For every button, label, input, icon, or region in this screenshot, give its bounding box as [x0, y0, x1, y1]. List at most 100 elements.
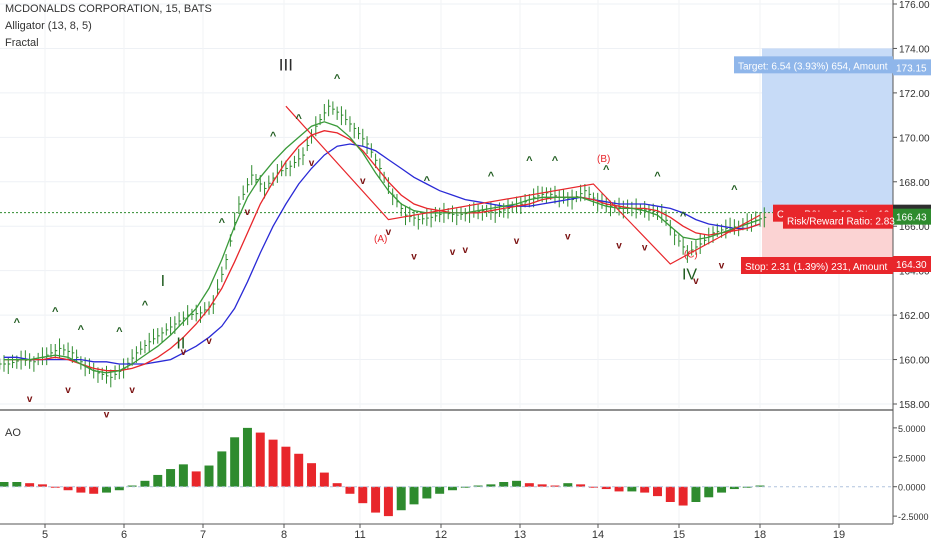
y-tick-label: 168.00: [899, 178, 930, 189]
ao-bar: [704, 486, 714, 498]
ao-bar: [319, 472, 329, 487]
wave-label: (B): [597, 154, 610, 165]
grid: [0, 0, 893, 524]
ao-bar: [25, 483, 35, 487]
fractal-down-marker: v: [129, 385, 135, 396]
x-tick-label: 7: [200, 529, 206, 541]
ao-histogram: [0, 427, 893, 517]
y-tick-label: 172.00: [899, 89, 930, 100]
ao-bar: [409, 486, 419, 505]
ao-bar: [588, 486, 598, 488]
fractal-up-marker: ^: [219, 217, 226, 229]
price-bars: [0, 99, 767, 388]
fractal-up-marker: ^: [731, 184, 738, 196]
ao-bar: [473, 485, 483, 487]
risk-reward-label-box: [783, 211, 893, 229]
fractal-up-marker: ^: [654, 171, 661, 183]
y-tick-label: 170.00: [899, 133, 930, 144]
fractal-up-marker: ^: [116, 326, 123, 338]
ao-bar: [12, 482, 22, 487]
fractal-down-marker: v: [27, 394, 33, 405]
x-tick-label: 14: [592, 529, 604, 541]
ao-bar: [742, 486, 752, 488]
target-price-tag: 173.15: [896, 63, 927, 74]
ao-bar: [63, 486, 73, 491]
fractal-up-marker: ^: [270, 131, 277, 143]
ao-bar: [665, 486, 675, 502]
fractal-down-marker: v: [386, 227, 392, 238]
ao-bar: [0, 482, 9, 487]
ao-bar: [371, 486, 381, 513]
fractal-up-marker: ^: [14, 317, 21, 329]
ao-bar: [332, 483, 342, 487]
ao-bar: [537, 484, 547, 487]
fractal-up-marker: ^: [552, 155, 559, 167]
ao-bar: [499, 482, 509, 487]
x-tick-label: 18: [754, 529, 766, 541]
fractal-down-marker: v: [181, 347, 187, 358]
ao-bar: [166, 469, 176, 487]
alligator-lines: [4, 121, 761, 374]
ao-bar: [447, 486, 457, 491]
y-tick-label: 162.00: [899, 311, 930, 322]
x-tick-label: 8: [281, 529, 287, 541]
ao-bar: [191, 471, 201, 487]
fractal-down-marker: v: [616, 240, 622, 251]
ao-bar: [653, 486, 662, 497]
lips-line: [4, 121, 761, 374]
fractal-down-marker: v: [463, 245, 469, 256]
ao-bar: [550, 485, 560, 487]
ao-bar: [422, 486, 432, 499]
ao-bar: [755, 485, 765, 487]
ao-bar: [563, 483, 573, 487]
ao-y-tick-label: 5.0000: [898, 424, 926, 434]
ao-bar: [153, 474, 163, 487]
wave-path: [285, 105, 761, 265]
jaw-line: [4, 143, 761, 365]
ao-bar: [691, 486, 701, 502]
stop-price-tag: 164.30: [896, 260, 927, 271]
ao-bar: [255, 432, 265, 487]
ao-bar: [576, 484, 586, 487]
ao-bar: [178, 464, 188, 487]
ao-bar: [678, 486, 688, 506]
y-tick-label: 164.00: [899, 267, 930, 278]
wave-label: I: [161, 273, 165, 290]
fractal-legend: Fractal: [5, 37, 39, 49]
fractal-up-marker: ^: [52, 306, 59, 318]
last-price-tag-box: [893, 208, 931, 225]
ao-bar: [294, 453, 304, 487]
x-tick-label: 11: [354, 529, 365, 541]
ao-bar: [614, 486, 624, 492]
fractal-down-marker: v: [104, 409, 110, 420]
fractal-up-marker: ^: [424, 175, 431, 187]
y-tick-label: 176.00: [899, 0, 930, 11]
fractal-up-marker: ^: [295, 113, 302, 125]
ao-bar: [729, 486, 739, 490]
ao-y-tick-label: 0.0000: [898, 483, 926, 493]
fractal-down-marker: v: [565, 232, 571, 243]
y-tick-label: 160.00: [899, 356, 930, 367]
risk-reward-label: Risk/Reward Ratio: 2.83: [787, 217, 895, 228]
wave-label: II: [176, 335, 185, 352]
target-price-tag-box: [893, 59, 931, 76]
ao-bar: [204, 465, 214, 487]
ao-bar: [76, 486, 86, 493]
ao-bar: [102, 486, 111, 493]
ao-bar: [486, 484, 496, 487]
fractal-up-marker: ^: [142, 299, 149, 311]
target-label: Target: 6.54 (3.93%) 654, Amount: [738, 61, 888, 72]
fractal-down-marker: v: [719, 260, 725, 271]
fractal-down-marker: v: [642, 243, 648, 254]
ao-bar: [717, 486, 727, 493]
ao-y-tick-label: 2.5000: [898, 453, 926, 463]
fractal-up-marker: ^: [334, 73, 341, 85]
ao-bar: [460, 486, 470, 488]
x-tick-label: 15: [673, 529, 685, 541]
fractal-down-marker: v: [450, 247, 456, 258]
ao-bar: [601, 486, 611, 490]
ao-bar: [435, 486, 445, 494]
ao-bar: [281, 446, 291, 487]
